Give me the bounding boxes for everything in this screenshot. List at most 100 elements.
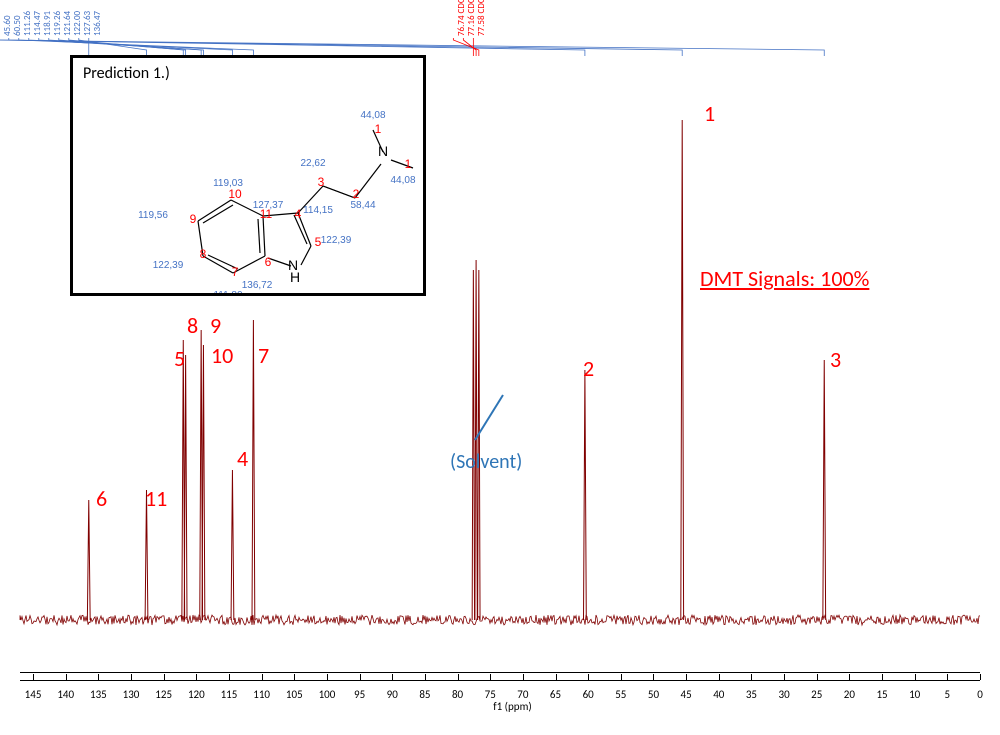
tick [360,674,361,680]
tick [751,674,752,680]
tick-label: 55 [615,688,626,701]
tick-label: 20 [844,688,855,701]
tick [556,674,557,680]
svg-text:58,44: 58,44 [350,200,375,211]
svg-text:H: H [290,269,300,285]
peak-ppm-label: 114.47 [32,11,43,36]
tick [980,674,981,680]
tick-label: 35 [746,688,757,701]
assignment-label-10: 10 [211,342,233,369]
peak-ppm-label: 23.85 [0,15,3,36]
axis-rule-lower [20,680,980,681]
svg-text:22,62: 22,62 [300,158,325,169]
tick-label: 90 [387,688,398,701]
tick-label: 100 [319,688,336,701]
tick-label: 135 [90,688,107,701]
svg-text:6: 6 [265,255,272,269]
svg-text:4: 4 [295,207,302,221]
solvent-ppm-label: 77.16 CDCl3 [466,0,477,36]
tick-label: 125 [155,688,172,701]
svg-text:1: 1 [405,157,412,171]
tick [817,674,818,680]
assignment-label-6: 6 [96,485,107,512]
tick-label: 85 [419,688,430,701]
tick [849,674,850,680]
svg-text:127,37: 127,37 [253,200,284,211]
tick-label: 95 [354,688,365,701]
tick [262,674,263,680]
axis-rule-upper [20,672,980,673]
svg-text:119,03: 119,03 [213,178,243,189]
tick-label: 145 [25,688,42,701]
tick [621,674,622,680]
tick-label: 15 [876,688,887,701]
peak-ppm-label: 45.60 [2,15,13,36]
dmt-signals-label: DMT Signals: 100% [700,265,869,292]
svg-text:N: N [378,143,388,159]
svg-text:10: 10 [228,187,242,201]
svg-text:44,08: 44,08 [390,175,415,186]
tick [196,674,197,680]
tick-label: 25 [811,688,822,701]
tick-label: 110 [253,688,270,701]
tick-label: 0 [977,688,983,701]
tick [392,674,393,680]
svg-text:119,56: 119,56 [138,210,168,221]
tick-label: 120 [188,688,205,701]
peak-ppm-label: 60.50 [12,15,23,36]
tick [66,674,67,680]
assignment-label-1: 1 [704,100,715,127]
tick [327,674,328,680]
assignment-label-9: 9 [210,312,221,339]
svg-text:8: 8 [200,247,207,261]
tick [98,674,99,680]
svg-text:7: 7 [232,265,239,279]
peak-ppm-label: 122.00 [72,11,83,36]
tick [947,674,948,680]
tick-label: 45 [681,688,692,701]
tick [915,674,916,680]
tick [458,674,459,680]
svg-text:122,39: 122,39 [321,235,352,246]
svg-text:3: 3 [318,175,325,189]
svg-text:1: 1 [375,122,382,136]
tick-label: 40 [713,688,724,701]
axis-title: f1 (ppm) [493,700,531,713]
tick [719,674,720,680]
tick-label: 140 [57,688,74,701]
solvent-annotation: (Solvent) [450,450,522,474]
tick-label: 65 [550,688,561,701]
tick-label: 10 [909,688,920,701]
peak-ppm-label: 119.26 [52,11,63,36]
peak-ppm-label: 118.91 [42,11,53,36]
assignment-label-2: 2 [583,355,594,382]
tick [229,674,230,680]
tick [588,674,589,680]
svg-text:136,72: 136,72 [242,280,273,291]
molecule-structure: NNH144,08144,08258,44322,624114,155122,3… [73,58,423,293]
tick [131,674,132,680]
svg-text:44,08: 44,08 [360,110,385,121]
assignment-label-4: 4 [237,445,248,472]
assignment-label-11: 11 [145,485,167,512]
tick [653,674,654,680]
tick [164,674,165,680]
prediction-inset: Prediction 1.) NNH144,08144,08258,44322,… [70,55,426,296]
tick [425,674,426,680]
tick-label: 130 [123,688,140,701]
tick-label: 60 [583,688,594,701]
tick [490,674,491,680]
tick [523,674,524,680]
tick-label: 5 [945,688,951,701]
tick [882,674,883,680]
assignment-label-8: 8 [187,312,198,339]
peak-ppm-label: 136.47 [92,11,103,36]
nmr-spectrum-chart: 0510152025303540455055606570758085909510… [20,0,980,680]
tick-label: 115 [221,688,238,701]
assignment-label-5: 5 [174,345,185,372]
svg-text:114,15: 114,15 [303,205,333,216]
solvent-ppm-label: 77.58 CDCl3 [476,0,487,36]
peak-ppm-label: 127.63 [82,11,93,36]
tick-label: 80 [452,688,463,701]
svg-text:122,39: 122,39 [153,260,184,271]
